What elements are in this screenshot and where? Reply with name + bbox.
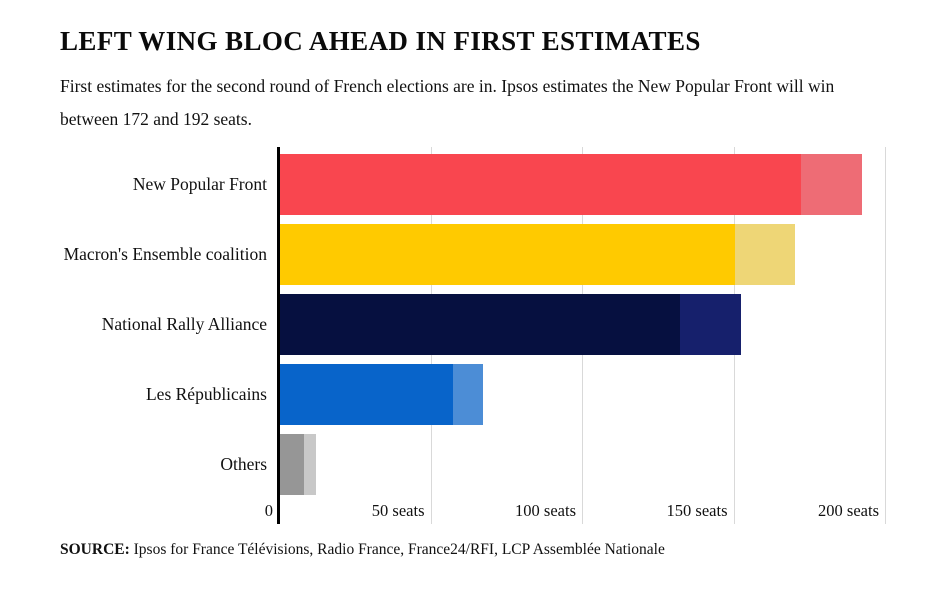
bar-track <box>280 434 317 495</box>
chart-row: Macron's Ensemble coalition <box>60 224 920 285</box>
bar-estimate-range <box>801 154 862 215</box>
chart-row: New Popular Front <box>60 154 920 215</box>
category-label: Macron's Ensemble coalition <box>63 244 267 264</box>
y-axis-line <box>277 147 280 524</box>
category-label: National Rally Alliance <box>101 314 267 334</box>
bar-estimate-range <box>679 294 741 355</box>
bar-estimate-min <box>280 434 305 495</box>
bar-estimate-min <box>280 154 802 215</box>
bar-estimate-range <box>304 434 317 495</box>
source-label: SOURCE: <box>60 541 130 558</box>
chart-subtitle: First estimates for the second round of … <box>60 76 835 129</box>
bar-estimate-range <box>734 224 796 285</box>
page-title: LEFT WING BLOC AHEAD IN FIRST ESTIMATES <box>60 26 701 56</box>
gridline <box>885 147 886 524</box>
chart-row: Les Républicains <box>60 364 920 425</box>
x-tick-label: 150 seats <box>666 501 728 520</box>
x-tick-label: 0 <box>264 501 273 520</box>
category-label: New Popular Front <box>132 174 267 194</box>
chart-row: Others <box>60 434 920 495</box>
bar-track <box>280 224 796 285</box>
category-label: Others <box>220 454 267 474</box>
bar-estimate-min <box>280 364 453 425</box>
bar-estimate-min <box>280 224 735 285</box>
chart-row: National Rally Alliance <box>60 294 920 355</box>
category-label: Les Républicains <box>145 384 267 404</box>
page: LEFT WING BLOC AHEAD IN FIRST ESTIMATES … <box>60 26 896 559</box>
chart-rows: New Popular Front Macron's Ensemble coali… <box>60 154 920 504</box>
bar-track <box>280 154 862 215</box>
x-tick-label: 50 seats <box>371 501 425 520</box>
source-text: Ipsos for France Télévisions, Radio Fran… <box>129 541 665 558</box>
bar-estimate-min <box>280 294 680 355</box>
source-line: SOURCE: Ipsos for France Télévisions, Ra… <box>60 541 896 559</box>
bar-track <box>280 294 741 355</box>
bar-chart: 0 50 seats 100 seats 150 seats 200 seats New… <box>60 147 896 524</box>
x-tick-label: 100 seats <box>515 501 576 520</box>
bar-estimate-range <box>452 364 483 425</box>
x-tick-label: 200 seats <box>818 501 879 520</box>
bar-track <box>280 364 483 425</box>
